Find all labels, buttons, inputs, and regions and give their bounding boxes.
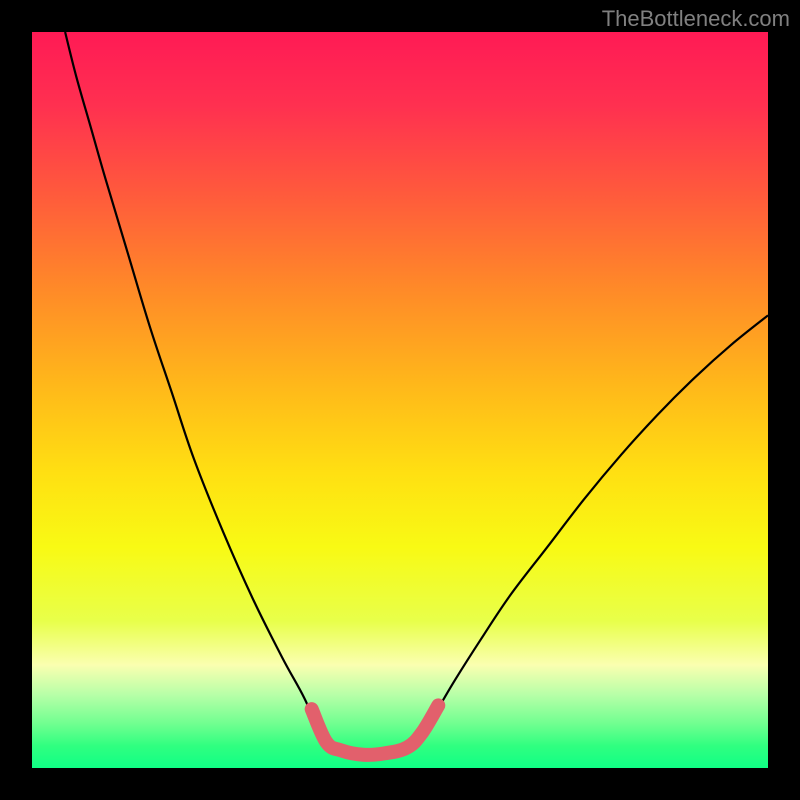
plot-area <box>32 32 768 768</box>
main-curve <box>65 32 768 755</box>
curve-layer <box>32 32 768 768</box>
chart-container: TheBottleneck.com <box>0 0 800 800</box>
highlight-curve <box>312 705 439 754</box>
watermark-text: TheBottleneck.com <box>602 6 790 32</box>
